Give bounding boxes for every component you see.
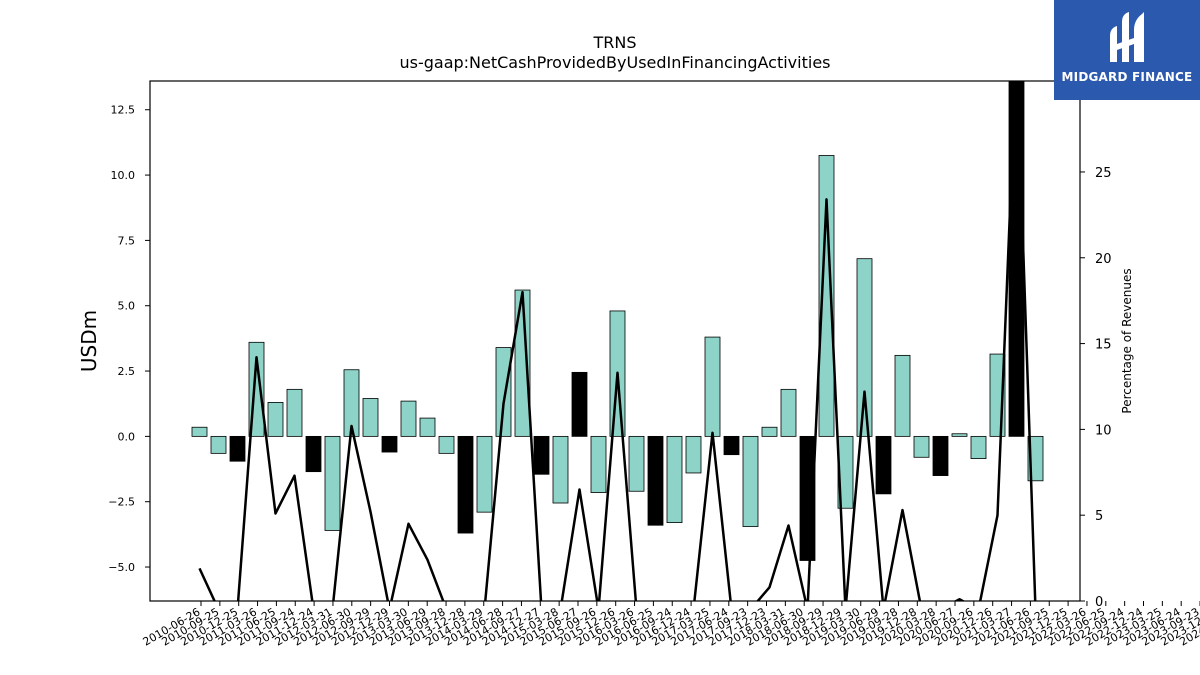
bar (704, 336, 721, 437)
bar (1008, 81, 1025, 437)
bar (970, 435, 987, 459)
bar-series (191, 81, 1044, 561)
y2-tick-label: 25 (1095, 166, 1112, 181)
bar (761, 426, 778, 437)
y2-tick-label: 15 (1095, 338, 1112, 353)
bar (533, 435, 550, 475)
plot-area: −5.0−2.50.02.55.07.510.012.5051015202520… (108, 80, 1200, 649)
plot-frame (149, 80, 1081, 602)
bar (362, 398, 379, 437)
y2-tick-label: 5 (1095, 509, 1103, 524)
bar (932, 435, 949, 476)
bar (419, 417, 436, 437)
bar (894, 354, 911, 437)
bar (305, 435, 322, 473)
bar (495, 347, 512, 437)
bar (552, 435, 569, 504)
y2-tick-label: 0 (1095, 595, 1103, 610)
chart-title: TRNS (592, 33, 636, 52)
y-axis-label: USDm (77, 310, 101, 372)
bar (400, 400, 417, 437)
bar (229, 435, 246, 462)
y-tick-label: 7.5 (118, 234, 136, 247)
logo-mark-icon (1110, 12, 1144, 62)
bar (514, 289, 531, 437)
y-tick-label: 5.0 (118, 300, 136, 313)
bar (438, 435, 455, 454)
bar (856, 258, 873, 437)
bar (381, 435, 398, 453)
bar (210, 435, 227, 454)
bar (913, 435, 930, 458)
y2-axis-label: Percentage of Revenues (1120, 268, 1134, 413)
bar (324, 435, 341, 531)
y-tick-label: −2.5 (108, 496, 135, 509)
bar (191, 426, 208, 437)
bar (647, 435, 664, 526)
bar (571, 371, 588, 437)
bar (476, 435, 493, 513)
y-tick-label: 0.0 (118, 430, 136, 443)
bar (780, 388, 797, 437)
y2-tick-label: 10 (1095, 423, 1112, 438)
bar (742, 435, 759, 527)
logo-text: MIDGARD FINANCE (1061, 70, 1193, 84)
bar (951, 433, 968, 437)
bar (267, 402, 284, 437)
bar (723, 435, 740, 456)
y-tick-label: 2.5 (118, 365, 136, 378)
line-series (198, 81, 1037, 601)
bar (666, 435, 683, 524)
y-tick-label: 10.0 (111, 169, 136, 182)
y-tick-label: 12.5 (111, 104, 136, 117)
chart-subtitle: us-gaap:NetCashProvidedByUsedInFinancing… (399, 53, 830, 72)
bar (590, 435, 607, 493)
y2-tick-label: 20 (1095, 252, 1112, 267)
y-tick-label: −5.0 (108, 561, 135, 574)
bar (628, 435, 645, 492)
bar (685, 435, 702, 474)
bar (818, 155, 835, 437)
brand-logo: MIDGARD FINANCE (1054, 0, 1200, 100)
bar (286, 388, 303, 437)
bar (457, 435, 474, 534)
bar (875, 435, 892, 495)
